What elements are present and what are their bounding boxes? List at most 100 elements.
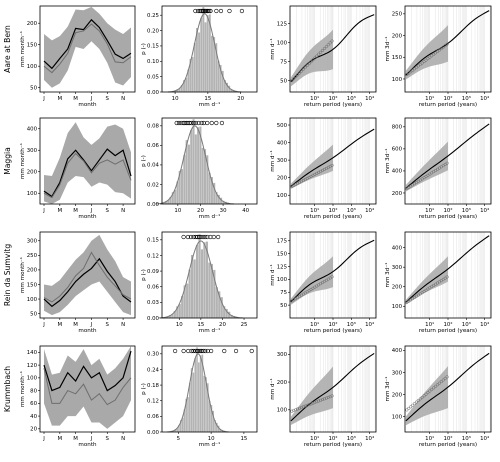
histogram-bar (178, 424, 180, 432)
observed-marker (203, 8, 208, 14)
observed-marker (191, 120, 196, 126)
observed-marker (445, 375, 449, 379)
x-tick-label: J (42, 436, 45, 442)
histogram-bar (169, 196, 172, 204)
observed-marker (181, 120, 186, 126)
observed-marker (196, 120, 201, 126)
histogram-bar (176, 306, 179, 318)
pdf-fit-curve (158, 240, 243, 319)
histogram-bar (171, 314, 174, 318)
x-tick-label: 10 (176, 322, 183, 328)
observed-marker (209, 120, 214, 126)
x-tick-label: J (90, 322, 93, 328)
observed-marker (303, 65, 307, 69)
observed-marker (416, 64, 420, 68)
observed-marker (174, 120, 179, 126)
y-axis-label: p (-) (141, 43, 147, 55)
y-tick-label: 0.25 (147, 13, 159, 19)
y-axis-label: mm month⁻¹ (19, 31, 26, 67)
y-tick-label: 100 (27, 376, 38, 382)
x-tick-label: 10⁴ (480, 95, 489, 102)
y-tick-label: 0.15 (147, 238, 159, 244)
y-tick-label: 200 (27, 21, 38, 27)
histogram-bar (208, 262, 211, 318)
x-axis-label: return period (years) (419, 214, 477, 220)
observed-marker (430, 54, 434, 58)
histogram-bar (206, 155, 209, 204)
observed-marker (196, 348, 201, 354)
observed-marker (326, 43, 330, 47)
y-tick-label: 0.00 (147, 202, 160, 208)
series-line-1 (43, 18, 132, 70)
observed-marker (294, 408, 298, 412)
x-tick-label: 10¹ (425, 207, 434, 214)
observed-marker (437, 48, 441, 52)
y-tick-label: 100 (27, 64, 38, 70)
observed-marker (330, 275, 334, 279)
return-level-curve (405, 10, 490, 76)
y-tick-label: 300 (392, 265, 403, 271)
observed-marker (214, 120, 219, 126)
observed-marker (219, 120, 225, 126)
observed-marker (290, 79, 294, 83)
observed-marker (407, 71, 411, 75)
return-level-curve (405, 352, 490, 422)
observed-marker (317, 399, 321, 403)
pdf-axes-frame (161, 117, 258, 205)
histogram-bar (216, 422, 218, 432)
x-tick-label: 10¹ (310, 95, 319, 102)
station-label: Krummbach (3, 366, 12, 412)
y-tick-label: 40 (30, 414, 37, 420)
series-line-1 (43, 257, 132, 308)
observed-marker (195, 348, 200, 354)
x-tick-label: J (90, 96, 93, 102)
observed-marker (434, 384, 438, 388)
x-tick-label: 10³ (462, 321, 471, 328)
histogram-bar (188, 269, 191, 318)
y-tick-label: 50 (280, 78, 287, 84)
observed-marker (305, 63, 309, 68)
x-tick-label: 10¹ (310, 321, 319, 328)
y-axis-label: mm 3d⁻¹ (384, 149, 391, 174)
histogram-bar (189, 58, 192, 92)
histogram-bar (223, 80, 226, 92)
y-tick-label: 0.24 (147, 367, 160, 373)
y-axis-label: p (-) (141, 383, 147, 395)
y-tick-label: 0.12 (147, 399, 159, 405)
observed-marker (205, 348, 210, 354)
histogram-bar (186, 283, 189, 318)
pdf-fit-curve (155, 125, 234, 205)
histogram-bar (190, 254, 194, 318)
uncertainty-band (44, 6, 131, 88)
observed-marker (307, 62, 311, 66)
histogram-bar (210, 405, 213, 432)
x-tick-label: 10² (328, 95, 337, 102)
x-tick-label: 10³ (347, 207, 356, 214)
x-tick-label: 10⁴ (480, 435, 489, 442)
x-tick-label: 5 (177, 436, 180, 442)
station-label: Maggia (3, 147, 12, 175)
y-tick-label: 0.12 (147, 253, 159, 259)
return-level-curve (290, 239, 375, 303)
histogram-bar (167, 200, 170, 204)
observed-marker (299, 69, 303, 73)
observed-marker (328, 395, 332, 399)
observed-marker (303, 404, 307, 408)
y-tick-label: 300 (392, 370, 403, 376)
x-axis-label: month (78, 442, 97, 448)
y-tick-label: 0.03 (147, 300, 159, 306)
histogram-bar (219, 428, 222, 432)
observed-marker (227, 8, 232, 14)
observed-marker (205, 234, 210, 240)
x-tick-label: 10² (328, 435, 337, 442)
y-axis-label: mm 3d⁻¹ (384, 377, 391, 402)
x-tick-label: 10² (328, 207, 337, 214)
histogram-bar (183, 80, 185, 92)
histogram-bar (219, 64, 222, 92)
x-tick-label: 10⁴ (365, 207, 374, 214)
